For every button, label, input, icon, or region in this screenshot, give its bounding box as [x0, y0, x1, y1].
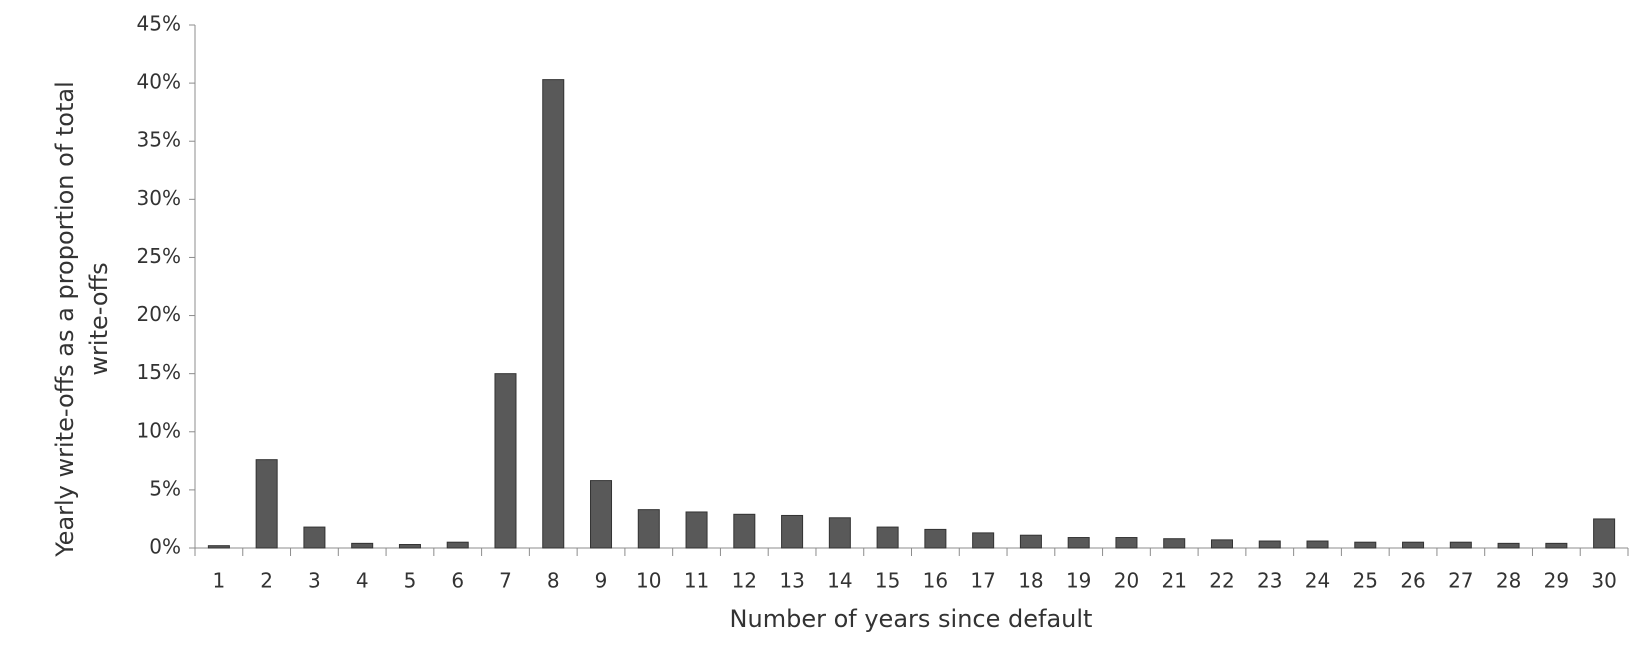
x-tick-label: 2: [260, 569, 273, 593]
y-axis-title: Yearly write-offs as a proportion of tot…: [51, 81, 113, 557]
x-tick-label: 3: [308, 569, 321, 593]
bar: [1258, 540, 1281, 549]
bar: [1210, 539, 1233, 549]
bar: [1067, 537, 1090, 549]
x-tick-label: 12: [732, 569, 757, 593]
bar: [351, 542, 374, 549]
bar: [1306, 540, 1329, 549]
bar: [303, 526, 326, 549]
x-tick-label: 9: [595, 569, 608, 593]
bar: [781, 514, 804, 549]
bar: [207, 545, 230, 549]
x-tick-label: 7: [499, 569, 512, 593]
bar: [733, 513, 756, 549]
bar: [1354, 541, 1377, 549]
y-tick-label: 30%: [137, 186, 181, 210]
x-tick-label: 15: [875, 569, 900, 593]
bar: [828, 517, 851, 549]
x-tick-label: 8: [547, 569, 560, 593]
bar: [876, 526, 899, 549]
x-tick-label: 24: [1305, 569, 1330, 593]
x-tick-label: 17: [970, 569, 995, 593]
x-tick-label: 26: [1400, 569, 1425, 593]
x-tick-label: 21: [1161, 569, 1186, 593]
bar: [542, 79, 565, 549]
x-tick-label: 19: [1066, 569, 1091, 593]
bar: [1593, 518, 1616, 549]
y-tick-label: 45%: [137, 12, 181, 36]
y-tick-label: 0%: [149, 535, 181, 559]
bar: [1497, 542, 1520, 549]
bar: [1545, 542, 1568, 549]
x-tick-label: 20: [1114, 569, 1139, 593]
bar: [255, 459, 278, 549]
bar: [1163, 538, 1186, 549]
x-tick-label: 30: [1591, 569, 1616, 593]
bar: [1115, 537, 1138, 549]
x-tick-label: 27: [1448, 569, 1473, 593]
x-tick-label: 28: [1496, 569, 1521, 593]
bar: [446, 541, 469, 549]
bar: [398, 544, 421, 549]
bar: [1402, 541, 1425, 549]
bar: [637, 509, 660, 549]
x-tick-label: 13: [779, 569, 804, 593]
x-tick-label: 5: [404, 569, 417, 593]
bar: [685, 511, 708, 549]
y-tick-label: 5%: [149, 476, 181, 500]
bar: [590, 480, 613, 549]
x-axis-title: Number of years since default: [730, 605, 1093, 633]
x-tick-label: 11: [684, 569, 709, 593]
x-tick-label: 6: [451, 569, 464, 593]
y-tick-label: 15%: [137, 360, 181, 384]
y-tick-label: 40%: [137, 70, 181, 94]
x-tick-label: 16: [923, 569, 948, 593]
x-tick-label: 18: [1018, 569, 1043, 593]
bar: [1019, 534, 1042, 549]
bar: [972, 532, 995, 549]
y-tick-label: 10%: [137, 418, 181, 442]
y-tick-label: 25%: [137, 244, 181, 268]
x-tick-label: 1: [213, 569, 226, 593]
x-tick-label: 29: [1544, 569, 1569, 593]
y-tick-label: 35%: [137, 128, 181, 152]
x-tick-label: 22: [1209, 569, 1234, 593]
x-tick-label: 23: [1257, 569, 1282, 593]
y-tick-label: 20%: [137, 302, 181, 326]
x-tick-label: 10: [636, 569, 661, 593]
x-tick-label: 4: [356, 569, 369, 593]
bar: [1449, 541, 1472, 549]
x-tick-label: 25: [1353, 569, 1378, 593]
bar: [494, 373, 517, 549]
x-tick-label: 14: [827, 569, 852, 593]
bar: [924, 528, 947, 549]
